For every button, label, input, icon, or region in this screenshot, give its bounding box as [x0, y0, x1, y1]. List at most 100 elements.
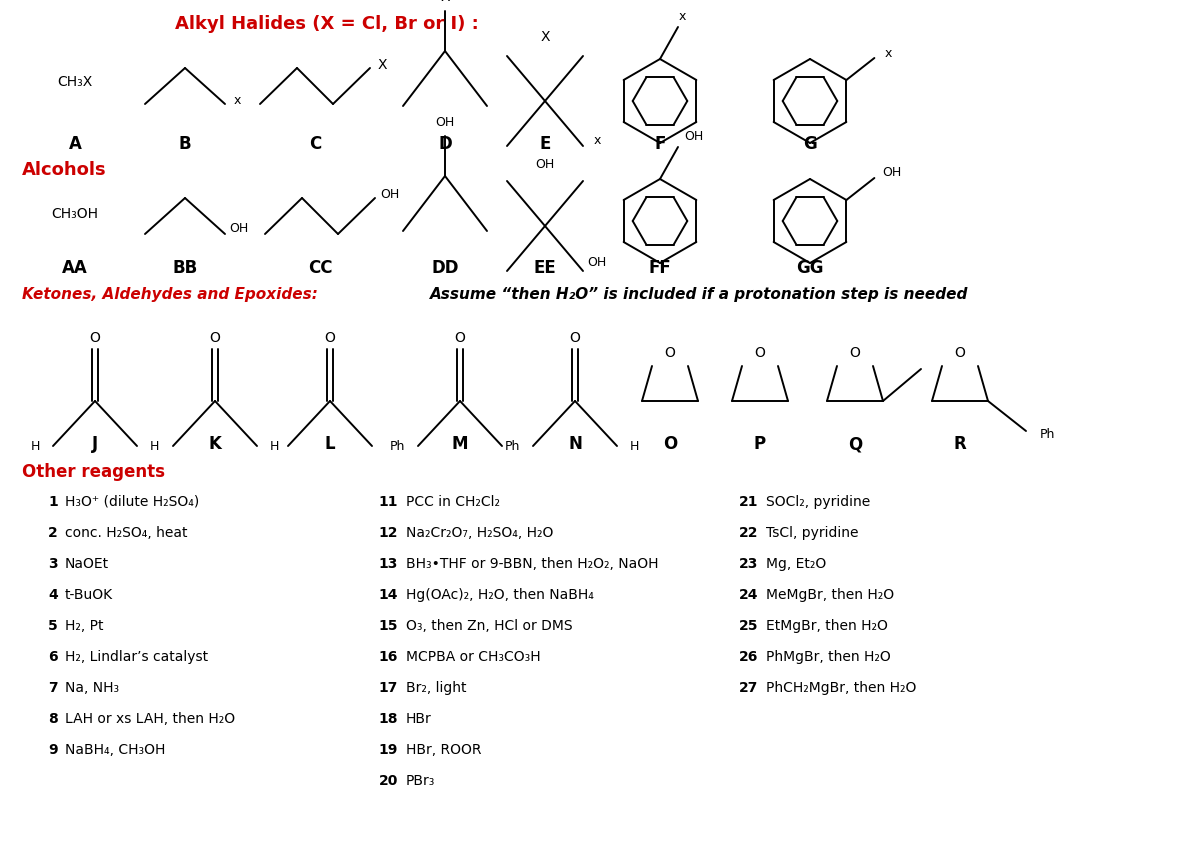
Text: Alcohols: Alcohols	[22, 161, 107, 179]
Text: x: x	[884, 46, 892, 59]
Text: Br₂, light: Br₂, light	[406, 680, 467, 694]
Text: 8: 8	[48, 711, 58, 725]
Text: O: O	[665, 345, 676, 360]
Text: H₂, Pt: H₂, Pt	[65, 618, 103, 632]
Text: 22: 22	[738, 525, 758, 539]
Text: 1: 1	[48, 494, 58, 508]
Text: 13: 13	[379, 556, 398, 570]
Text: PhMgBr, then H₂O: PhMgBr, then H₂O	[766, 649, 890, 663]
Text: O: O	[210, 331, 221, 344]
Text: PBr₃: PBr₃	[406, 773, 436, 787]
Text: O: O	[90, 331, 101, 344]
Text: 4: 4	[48, 587, 58, 601]
Text: EtMgBr, then H₂O: EtMgBr, then H₂O	[766, 618, 888, 632]
Text: R: R	[954, 435, 966, 453]
Text: x: x	[593, 133, 601, 146]
Text: OH: OH	[436, 115, 455, 128]
Text: 14: 14	[378, 587, 398, 601]
Text: x: x	[233, 95, 241, 108]
Text: H: H	[630, 440, 640, 453]
Text: M: M	[451, 435, 468, 453]
Text: 3: 3	[48, 556, 58, 570]
Text: 12: 12	[378, 525, 398, 539]
Text: 25: 25	[738, 618, 758, 632]
Text: 23: 23	[739, 556, 758, 570]
Text: Ketones, Aldehydes and Epoxides:: Ketones, Aldehydes and Epoxides:	[22, 286, 318, 301]
Text: 11: 11	[378, 494, 398, 508]
Text: 6: 6	[48, 649, 58, 663]
Text: 19: 19	[379, 742, 398, 756]
Text: OH: OH	[380, 189, 400, 201]
Text: C: C	[308, 135, 322, 152]
Text: G: G	[803, 135, 817, 152]
Text: TsCl, pyridine: TsCl, pyridine	[766, 525, 858, 539]
Text: 21: 21	[738, 494, 758, 508]
Text: FF: FF	[649, 258, 671, 276]
Text: NaBH₄, CH₃OH: NaBH₄, CH₃OH	[65, 742, 166, 756]
Text: PhCH₂MgBr, then H₂O: PhCH₂MgBr, then H₂O	[766, 680, 917, 694]
Text: OH: OH	[684, 129, 703, 142]
Text: H₃O⁺ (dilute H₂SO₄): H₃O⁺ (dilute H₂SO₄)	[65, 494, 199, 508]
Text: X: X	[540, 30, 550, 44]
Text: Na₂Cr₂O₇, H₂SO₄, H₂O: Na₂Cr₂O₇, H₂SO₄, H₂O	[406, 525, 553, 539]
Text: 16: 16	[379, 649, 398, 663]
Text: H₂, Lindlar’s catalyst: H₂, Lindlar’s catalyst	[65, 649, 208, 663]
Text: O: O	[755, 345, 766, 360]
Text: O: O	[662, 435, 677, 453]
Text: HBr, ROOR: HBr, ROOR	[406, 742, 481, 756]
Text: OH: OH	[587, 257, 607, 269]
Text: LAH or xs LAH, then H₂O: LAH or xs LAH, then H₂O	[65, 711, 235, 725]
Text: DD: DD	[431, 258, 458, 276]
Text: H: H	[31, 440, 40, 453]
Text: J: J	[92, 435, 98, 453]
Text: OH: OH	[883, 166, 902, 179]
Text: AA: AA	[62, 258, 88, 276]
Text: x: x	[678, 9, 685, 22]
Text: PCC in CH₂Cl₂: PCC in CH₂Cl₂	[406, 494, 500, 508]
Text: EE: EE	[534, 258, 557, 276]
Text: t-BuOK: t-BuOK	[65, 587, 113, 601]
Text: Assume “then H₂O” is included if a protonation step is needed: Assume “then H₂O” is included if a proto…	[430, 286, 968, 301]
Text: HBr: HBr	[406, 711, 432, 725]
Text: SOCl₂, pyridine: SOCl₂, pyridine	[766, 494, 870, 508]
Text: 2: 2	[48, 525, 58, 539]
Text: L: L	[325, 435, 335, 453]
Text: Ph: Ph	[390, 440, 406, 453]
Text: 20: 20	[379, 773, 398, 787]
Text: O: O	[954, 345, 966, 360]
Text: A: A	[68, 135, 82, 152]
Text: CH₃X: CH₃X	[58, 75, 92, 89]
Text: Ph: Ph	[505, 440, 520, 453]
Text: 15: 15	[378, 618, 398, 632]
Text: B: B	[179, 135, 191, 152]
Text: OH: OH	[229, 222, 248, 235]
Text: 27: 27	[739, 680, 758, 694]
Text: E: E	[539, 135, 551, 152]
Text: P: P	[754, 435, 766, 453]
Text: MeMgBr, then H₂O: MeMgBr, then H₂O	[766, 587, 894, 601]
Text: K: K	[209, 435, 222, 453]
Text: 17: 17	[379, 680, 398, 694]
Text: Hg(OAc)₂, H₂O, then NaBH₄: Hg(OAc)₂, H₂O, then NaBH₄	[406, 587, 594, 601]
Text: D: D	[438, 135, 452, 152]
Text: O: O	[850, 345, 860, 360]
Text: Other reagents: Other reagents	[22, 462, 166, 480]
Text: Ph: Ph	[1040, 427, 1055, 440]
Text: 24: 24	[738, 587, 758, 601]
Text: MCPBA or CH₃CO₃H: MCPBA or CH₃CO₃H	[406, 649, 541, 663]
Text: 9: 9	[48, 742, 58, 756]
Text: Na, NH₃: Na, NH₃	[65, 680, 119, 694]
Text: BH₃•THF or 9-BBN, then H₂O₂, NaOH: BH₃•THF or 9-BBN, then H₂O₂, NaOH	[406, 556, 659, 570]
Text: CC: CC	[307, 258, 332, 276]
Text: O: O	[324, 331, 336, 344]
Text: conc. H₂SO₄, heat: conc. H₂SO₄, heat	[65, 525, 187, 539]
Text: GG: GG	[797, 258, 823, 276]
Text: O: O	[455, 331, 466, 344]
Text: X: X	[440, 0, 450, 4]
Text: 18: 18	[378, 711, 398, 725]
Text: 5: 5	[48, 618, 58, 632]
Text: O₃, then Zn, HCl or DMS: O₃, then Zn, HCl or DMS	[406, 618, 572, 632]
Text: BB: BB	[173, 258, 198, 276]
Text: 7: 7	[48, 680, 58, 694]
Text: F: F	[654, 135, 666, 152]
